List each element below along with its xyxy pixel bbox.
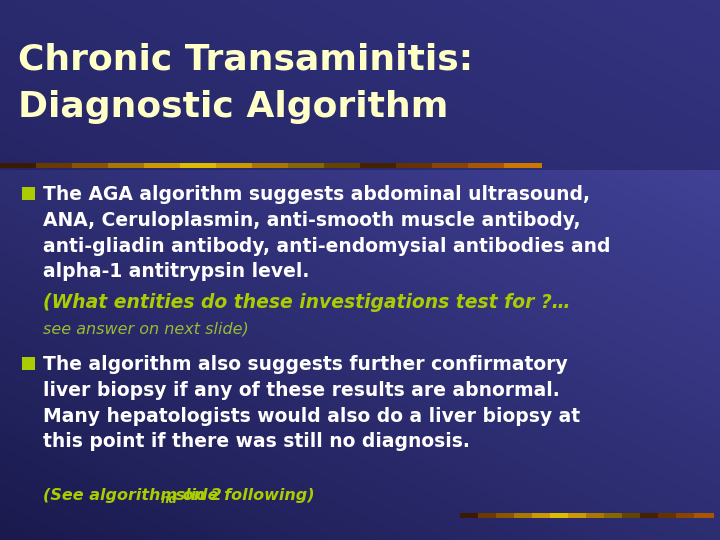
Bar	[478, 513, 498, 518]
Bar	[640, 513, 660, 518]
Bar	[694, 513, 714, 518]
Bar	[108, 163, 146, 168]
Bar	[514, 513, 534, 518]
Bar	[216, 163, 254, 168]
Text: slide following): slide following)	[170, 488, 315, 503]
Text: The AGA algorithm suggests abdominal ultrasound,
ANA, Ceruloplasmin, anti-smooth: The AGA algorithm suggests abdominal ult…	[43, 185, 611, 281]
Bar	[468, 163, 506, 168]
Text: (What entities do these investigations test for ?…: (What entities do these investigations t…	[43, 293, 570, 312]
Bar	[0, 163, 38, 168]
Bar	[144, 163, 182, 168]
Bar	[396, 163, 434, 168]
Bar	[22, 357, 35, 370]
Bar	[496, 513, 516, 518]
Bar	[36, 163, 74, 168]
Bar	[72, 163, 110, 168]
Bar	[676, 513, 696, 518]
Bar	[568, 513, 588, 518]
Bar	[180, 163, 218, 168]
Bar	[586, 513, 606, 518]
Bar	[0, 0, 720, 170]
Bar	[604, 513, 624, 518]
Bar	[658, 513, 678, 518]
Text: The algorithm also suggests further confirmatory
liver biopsy if any of these re: The algorithm also suggests further conf…	[43, 355, 580, 451]
Text: Chronic Transaminitis:: Chronic Transaminitis:	[18, 42, 473, 76]
Bar	[360, 163, 398, 168]
Bar	[22, 187, 35, 200]
Bar	[532, 513, 552, 518]
Bar	[432, 163, 470, 168]
Text: Diagnostic Algorithm: Diagnostic Algorithm	[18, 90, 449, 124]
Text: nd: nd	[161, 493, 178, 506]
Bar	[622, 513, 642, 518]
Bar	[460, 513, 480, 518]
Bar	[550, 513, 570, 518]
Bar	[504, 163, 542, 168]
Bar	[288, 163, 326, 168]
Bar	[324, 163, 362, 168]
Bar	[252, 163, 290, 168]
Text: (See algorithm on 2: (See algorithm on 2	[43, 488, 222, 503]
Text: see answer on next slide): see answer on next slide)	[43, 322, 248, 337]
